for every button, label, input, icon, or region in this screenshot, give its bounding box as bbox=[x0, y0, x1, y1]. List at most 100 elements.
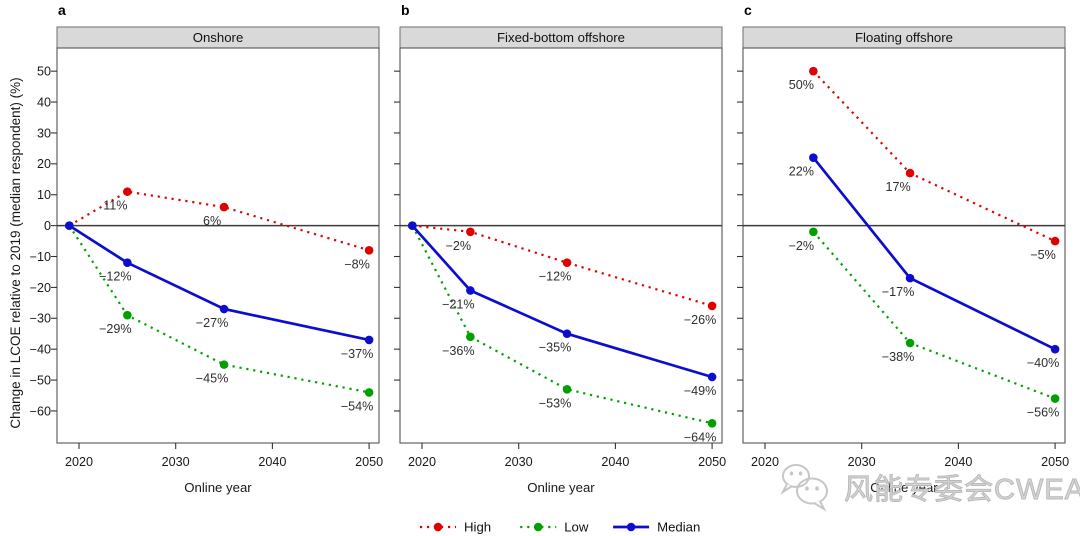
y-tick-label: 40 bbox=[37, 95, 51, 109]
data-point-high bbox=[707, 301, 717, 311]
x-tick-label: 2030 bbox=[848, 455, 876, 469]
legend-swatch-dot bbox=[433, 522, 443, 532]
legend-label: Low bbox=[564, 520, 589, 535]
point-label: −64% bbox=[684, 430, 717, 444]
point-label: −45% bbox=[196, 372, 229, 386]
data-point-median bbox=[123, 258, 132, 267]
point-label: −17% bbox=[882, 285, 915, 299]
data-point-median bbox=[466, 286, 475, 295]
point-label: −5% bbox=[1030, 248, 1056, 262]
point-label: −35% bbox=[539, 341, 572, 355]
data-point-median bbox=[707, 372, 717, 382]
plot-area bbox=[399, 47, 723, 444]
data-point-high bbox=[219, 202, 229, 212]
data-point-low bbox=[1050, 394, 1060, 403]
y-tick-label: −20 bbox=[30, 281, 51, 295]
point-label: −36% bbox=[442, 344, 475, 358]
panel-title: Fixed-bottom offshore bbox=[497, 30, 625, 45]
panel-a: a Onshore 50 40 30 20 10 0 −10 −20 −30 −40 −50 −60 202… bbox=[30, 2, 383, 495]
data-point-low bbox=[905, 338, 915, 348]
panel-letter-c: c bbox=[744, 2, 752, 18]
plot-area bbox=[56, 47, 380, 444]
data-point-median bbox=[219, 304, 229, 314]
x-tick-label: 2050 bbox=[1041, 455, 1069, 469]
point-label: −12% bbox=[99, 270, 132, 284]
legend-swatch-dot bbox=[626, 522, 636, 532]
legend: High Low Median bbox=[420, 520, 700, 535]
x-axis-title: Online year bbox=[527, 480, 595, 495]
panel-b: b Fixed-bottom offshore 2020 2030 2040 2050 On… bbox=[394, 2, 726, 495]
x-axis-title: Online year bbox=[870, 480, 938, 495]
x-tick-label: 2030 bbox=[162, 455, 190, 469]
point-label: −54% bbox=[341, 399, 374, 413]
data-point-high bbox=[562, 258, 572, 267]
point-label: −27% bbox=[196, 316, 229, 330]
point-label: −8% bbox=[344, 257, 370, 271]
point-label: 50% bbox=[789, 78, 814, 92]
y-axis-title: Change in LCOE relative to 2019 (median … bbox=[8, 77, 23, 429]
data-point-low bbox=[123, 310, 132, 320]
point-label: −26% bbox=[684, 313, 717, 327]
y-tick-label: 10 bbox=[37, 188, 51, 202]
x-tick-label: 2040 bbox=[944, 455, 972, 469]
plot-area bbox=[742, 47, 1066, 444]
series-line-low bbox=[411, 225, 713, 425]
point-label: −37% bbox=[341, 347, 374, 361]
data-point-median bbox=[905, 273, 915, 283]
point-label: −49% bbox=[684, 384, 717, 398]
point-label: 11% bbox=[103, 199, 127, 213]
legend-label: High bbox=[464, 520, 491, 535]
point-label: −12% bbox=[539, 270, 572, 284]
x-axis-title: Online year bbox=[184, 480, 252, 495]
data-point-high bbox=[905, 168, 915, 178]
data-point-median bbox=[1050, 344, 1060, 354]
data-point-median bbox=[562, 329, 572, 339]
point-label: −2% bbox=[446, 239, 472, 253]
data-point-median bbox=[65, 221, 74, 230]
x-tick-label: 2040 bbox=[258, 455, 286, 469]
y-tick-label: 0 bbox=[44, 219, 51, 233]
y-tick-label: −30 bbox=[30, 312, 51, 326]
x-tick-label: 2050 bbox=[698, 455, 726, 469]
data-point-high bbox=[466, 227, 475, 237]
panel-title: Onshore bbox=[193, 30, 244, 45]
point-label: −56% bbox=[1027, 406, 1060, 420]
data-point-high bbox=[809, 66, 818, 76]
legend-label: Median bbox=[657, 520, 700, 535]
y-tick-label: 50 bbox=[37, 65, 51, 79]
point-label: −29% bbox=[99, 322, 132, 336]
point-label: −38% bbox=[882, 350, 915, 364]
y-tick-label: −10 bbox=[30, 250, 51, 264]
x-tick-label: 2050 bbox=[355, 455, 383, 469]
panel-letter-a: a bbox=[58, 2, 66, 18]
data-point-high bbox=[364, 246, 374, 255]
data-point-low bbox=[466, 332, 475, 342]
data-point-low bbox=[364, 388, 374, 397]
x-tick-label: 2030 bbox=[505, 455, 533, 469]
point-label: −2% bbox=[789, 239, 815, 253]
panel-c: c Floating offshore 2020 2030 2040 2050 Online… bbox=[737, 2, 1069, 495]
data-point-high bbox=[1050, 236, 1060, 246]
y-tick-label: −60 bbox=[30, 404, 51, 418]
point-label: −40% bbox=[1027, 356, 1060, 370]
panel-letter-b: b bbox=[401, 2, 410, 18]
x-tick-label: 2020 bbox=[408, 455, 436, 469]
point-label: 6% bbox=[203, 214, 221, 228]
data-point-median bbox=[408, 221, 417, 230]
data-point-low bbox=[809, 227, 818, 237]
data-point-median bbox=[809, 153, 818, 162]
data-point-median bbox=[364, 335, 374, 345]
y-tick-label: −40 bbox=[30, 343, 51, 357]
series-line-high bbox=[412, 224, 713, 307]
data-point-low bbox=[562, 385, 572, 394]
data-point-low bbox=[707, 419, 717, 428]
data-point-low bbox=[219, 360, 229, 369]
series-line-median bbox=[411, 224, 713, 379]
point-label: 17% bbox=[885, 180, 910, 194]
point-label: 22% bbox=[789, 165, 814, 179]
series-line-low bbox=[68, 225, 370, 394]
point-label: −21% bbox=[442, 297, 475, 311]
point-label: −53% bbox=[539, 396, 572, 410]
